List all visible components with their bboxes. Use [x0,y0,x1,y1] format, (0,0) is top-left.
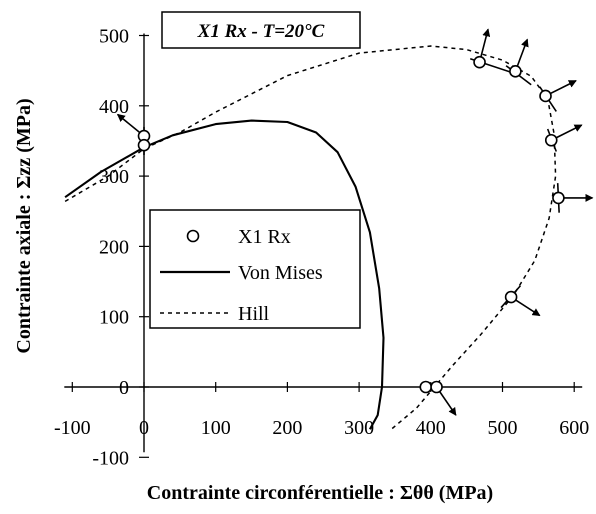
data-points [116,28,594,416]
legend-marker-x1rx [186,229,200,243]
chart-title: X1 Rx - T=20°C [197,21,325,42]
data-point [473,55,486,69]
x-tick-label: 400 [416,417,446,439]
legend: X1 Rx Von Mises Hill [149,209,361,329]
x-axis-title: Contrainte circonférentielle : Σθθ (MPa) [147,482,493,504]
x-tick-label: 300 [344,417,374,439]
y-tick-label: 0 [119,377,129,399]
y-tick-label: 100 [99,307,129,329]
data-point [552,191,565,205]
y-tick-label: -100 [92,447,129,469]
title-box: X1 Rx - T=20°C [161,11,361,49]
data-point [509,65,522,78]
axes: -100 0 100 200 300 400 500 600 -100 0 100 200 300 400… [54,26,589,470]
y-axis-title: Contrainte axiale : Σzz (MPa) [13,98,35,353]
data-point [504,290,518,304]
y-tick-label: 300 [99,166,129,188]
y-tick-label: 500 [99,26,129,48]
data-point [430,380,443,394]
data-point [137,138,151,152]
x-tick-label: 500 [488,417,518,439]
legend-frame [149,209,361,329]
x-tick-label: 600 [559,417,589,439]
y-tick-label: 200 [99,236,129,258]
legend-label-hill: Hill [238,303,270,325]
legend-label-vonmises: Von Mises [238,262,323,284]
data-point [419,380,433,394]
legend-label-x1rx: X1 Rx [238,226,291,248]
data-point [539,89,552,103]
title-frame [161,11,361,49]
x-tick-label: 100 [201,417,231,439]
y-tick-label: 400 [99,96,129,118]
x-tick-label: -100 [54,417,91,439]
von-mises-curve [64,119,385,430]
data-point [544,133,558,147]
x-tick-label: 0 [139,417,149,439]
x-tick-label: 200 [272,417,302,439]
